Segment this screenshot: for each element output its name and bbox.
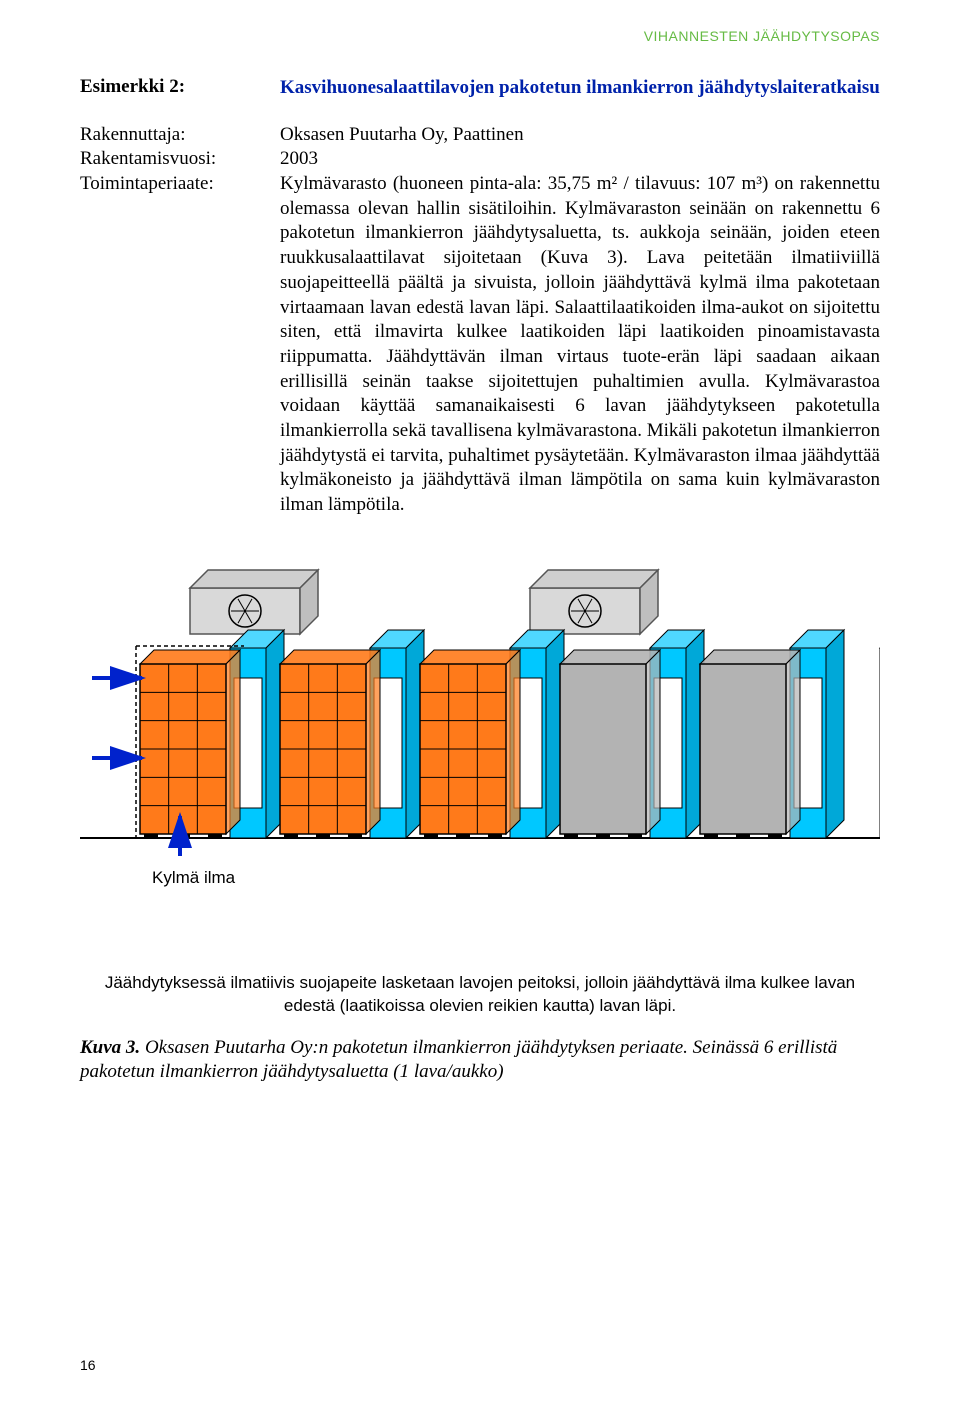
cooling-diagram: Kylmä ilma bbox=[80, 558, 880, 918]
meta-table: Rakennuttaja: Oksasen Puutarha Oy, Paatt… bbox=[80, 123, 880, 518]
diagram-svg bbox=[80, 558, 880, 918]
meta-row-principle: Toimintaperiaate: Kylmävarasto (huoneen … bbox=[80, 172, 880, 518]
meta-label-principle: Toimintaperiaate: bbox=[80, 172, 280, 518]
figure-caption: Kuva 3. Oksasen Puutarha Oy:n pakotetun … bbox=[80, 1036, 880, 1085]
meta-label-builder: Rakennuttaja: bbox=[80, 123, 280, 148]
page-number: 16 bbox=[80, 1357, 96, 1373]
figure-caption-label: Kuva 3. bbox=[80, 1037, 140, 1058]
meta-value-builder: Oksasen Puutarha Oy, Paattinen bbox=[280, 123, 880, 148]
meta-row-year: Rakentamisvuosi: 2003 bbox=[80, 147, 880, 172]
meta-value-principle: Kylmävarasto (huoneen pinta-ala: 35,75 m… bbox=[280, 172, 880, 518]
page: VIHANNESTEN JÄÄHDYTYSOPAS Esimerkki 2: K… bbox=[0, 0, 960, 1407]
meta-label-year: Rakentamisvuosi: bbox=[80, 147, 280, 172]
figure-caption-text: Oksasen Puutarha Oy:n pakotetun ilmankie… bbox=[80, 1037, 837, 1083]
example-row: Esimerkki 2: Kasvihuonesalaattilavojen p… bbox=[80, 76, 880, 101]
meta-row-builder: Rakennuttaja: Oksasen Puutarha Oy, Paatt… bbox=[80, 123, 880, 148]
example-title: Kasvihuonesalaattilavojen pakotetun ilma… bbox=[280, 76, 880, 101]
meta-value-year: 2003 bbox=[280, 147, 880, 172]
example-label: Esimerkki 2: bbox=[80, 76, 280, 101]
doc-header-title: VIHANNESTEN JÄÄHDYTYSOPAS bbox=[644, 28, 880, 44]
cold-air-label: Kylmä ilma bbox=[152, 868, 235, 888]
diagram-caption: Jäähdytyksessä ilmatiivis suojapeite las… bbox=[80, 972, 880, 1018]
